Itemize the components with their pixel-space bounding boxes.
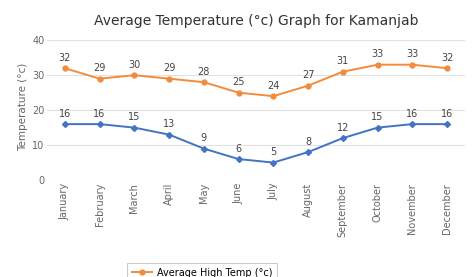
- Text: 16: 16: [441, 109, 453, 119]
- Text: 5: 5: [270, 147, 276, 157]
- Text: 8: 8: [305, 137, 311, 147]
- Average High Temp (°c): [236, 91, 241, 94]
- Title: Average Temperature (°c) Graph for Kamanjab: Average Temperature (°c) Graph for Kaman…: [94, 14, 418, 28]
- Text: 16: 16: [59, 109, 71, 119]
- Average High Temp (°c): [62, 66, 68, 70]
- Average High Temp (°c): [166, 77, 172, 80]
- Text: 6: 6: [236, 143, 242, 153]
- Average Low Temp (°c): [410, 122, 415, 126]
- Text: 29: 29: [163, 63, 175, 73]
- Average Low Temp (°c): [444, 122, 450, 126]
- Average Low Temp (°c): [62, 122, 68, 126]
- Text: 33: 33: [406, 49, 419, 59]
- Text: 24: 24: [267, 81, 280, 91]
- Average High Temp (°c): [305, 84, 311, 87]
- Text: 32: 32: [441, 53, 453, 63]
- Text: 15: 15: [128, 112, 140, 122]
- Average Low Temp (°c): [375, 126, 381, 129]
- Average Low Temp (°c): [97, 122, 102, 126]
- Text: 25: 25: [232, 77, 245, 87]
- Average High Temp (°c): [131, 73, 137, 77]
- Y-axis label: Temperature (°c): Temperature (°c): [18, 63, 28, 151]
- Average High Temp (°c): [375, 63, 381, 66]
- Text: 30: 30: [128, 60, 140, 70]
- Average Low Temp (°c): [131, 126, 137, 129]
- Average Low Temp (°c): [201, 147, 207, 150]
- Average High Temp (°c): [271, 94, 276, 98]
- Text: 29: 29: [93, 63, 106, 73]
- Legend: Average High Temp (°c), Average Low Temp (°c): Average High Temp (°c), Average Low Temp…: [128, 263, 277, 277]
- Text: 27: 27: [302, 70, 314, 80]
- Text: 12: 12: [337, 122, 349, 133]
- Average High Temp (°c): [97, 77, 102, 80]
- Text: 28: 28: [198, 67, 210, 77]
- Average Low Temp (°c): [271, 161, 276, 164]
- Average High Temp (°c): [410, 63, 415, 66]
- Text: 32: 32: [59, 53, 71, 63]
- Line: Average High Temp (°c): Average High Temp (°c): [63, 62, 449, 99]
- Text: 16: 16: [93, 109, 106, 119]
- Text: 15: 15: [372, 112, 384, 122]
- Text: 9: 9: [201, 133, 207, 143]
- Average Low Temp (°c): [340, 137, 346, 140]
- Average High Temp (°c): [340, 70, 346, 73]
- Line: Average Low Temp (°c): Average Low Temp (°c): [63, 122, 449, 165]
- Text: 33: 33: [372, 49, 384, 59]
- Text: 13: 13: [163, 119, 175, 129]
- Average High Temp (°c): [201, 81, 207, 84]
- Average Low Temp (°c): [236, 157, 241, 161]
- Average Low Temp (°c): [166, 133, 172, 136]
- Text: 16: 16: [406, 109, 419, 119]
- Text: 31: 31: [337, 56, 349, 66]
- Average High Temp (°c): [444, 66, 450, 70]
- Average Low Temp (°c): [305, 150, 311, 154]
